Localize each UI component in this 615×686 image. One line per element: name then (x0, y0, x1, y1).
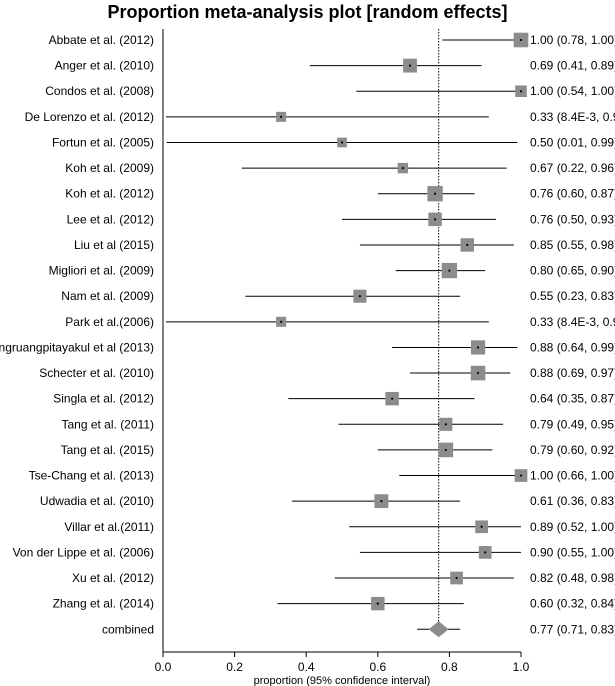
ci-value-label: 0.88 (0.64, 0.99) (530, 340, 615, 354)
study-label: Liu et al (2015) (74, 238, 154, 252)
ci-value-label: 0.89 (0.52, 1.00) (530, 520, 615, 534)
ci-value-label: 0.33 (8.4E-3, 0.91) (530, 315, 615, 329)
ci-value-label: 1.00 (0.66, 1.00) (530, 469, 615, 483)
ci-value-label: 0.55 (0.23, 0.83) (530, 289, 615, 303)
study-label: Fortun et al. (2005) (52, 135, 154, 149)
study-point (358, 295, 361, 298)
combined-label: combined (102, 622, 154, 636)
study-point (480, 525, 483, 528)
study-label: Singla et al. (2012) (53, 392, 154, 406)
ci-value-label: 0.82 (0.48, 0.98) (530, 571, 615, 585)
study-point (519, 474, 523, 477)
ci-value-label: 0.61 (0.36, 0.83) (530, 494, 615, 508)
study-label: Lee et al. (2012) (67, 212, 154, 226)
ci-value-label: 0.69 (0.41, 0.89) (530, 59, 615, 73)
ci-value-label: 0.79 (0.60, 0.92) (530, 443, 615, 457)
study-point (444, 448, 447, 452)
study-label: De Lorenzo et al. (2012) (25, 110, 154, 124)
study-point (433, 192, 437, 195)
x-tick-label: 0.4 (298, 660, 315, 674)
study-point (391, 397, 394, 400)
study-point (444, 423, 447, 426)
study-label: Koh et al. (2012) (65, 187, 154, 201)
study-label: Roongruangpitayakul et al (2013) (0, 340, 154, 354)
study-point (455, 576, 458, 580)
ci-value-label: 0.80 (0.65, 0.90) (530, 264, 615, 278)
x-tick-label: 1.0 (513, 660, 530, 674)
ci-value-label: 0.76 (0.60, 0.87) (530, 187, 615, 201)
study-label: Anger et al. (2010) (55, 59, 154, 73)
study-point (476, 346, 480, 349)
study-label: Udwadia et al. (2010) (40, 494, 154, 508)
ci-value-label: 0.60 (0.32, 0.84) (530, 597, 615, 611)
study-label: Von der Lippe et al. (2006) (13, 545, 154, 559)
study-label: Xu et al. (2012) (72, 571, 154, 585)
ci-value-label: 0.79 (0.49, 0.95) (530, 417, 615, 431)
study-label: Condos et al. (2008) (45, 84, 154, 98)
study-label: Nam et al. (2009) (61, 289, 154, 303)
study-point (448, 269, 451, 272)
x-tick-label: 0.6 (369, 660, 386, 674)
study-point (280, 320, 283, 323)
combined-diamond (428, 621, 449, 638)
study-point (340, 141, 344, 144)
study-label: Migliori et al. (2009) (49, 264, 154, 278)
study-label: Schecter et al. (2010) (39, 366, 154, 380)
study-label: Tang et al. (2011) (61, 417, 154, 431)
ci-value-label: 0.33 (8.4E-3, 0.91) (530, 110, 615, 124)
ci-value-label: 0.90 (0.55, 1.00) (530, 545, 615, 559)
study-point (519, 90, 523, 93)
study-label: Tang et al. (2015) (61, 443, 154, 457)
ci-value-label: 0.64 (0.35, 0.87) (530, 392, 615, 406)
study-point (401, 167, 404, 170)
study-point (466, 243, 469, 247)
x-tick-label: 0.8 (441, 660, 458, 674)
ci-value-label: 0.76 (0.50, 0.93) (530, 212, 615, 226)
study-point (476, 371, 480, 375)
ci-value-label: 0.50 (0.01, 0.99) (530, 135, 615, 149)
study-label: Tse-Chang et al. (2013) (29, 469, 154, 483)
ci-value-label: 0.67 (0.22, 0.96) (530, 161, 615, 175)
study-point (484, 551, 487, 554)
study-point (408, 64, 412, 67)
study-label: Abbate et al. (2012) (49, 33, 154, 47)
study-label: Park et al.(2006) (65, 315, 154, 329)
ci-value-label: 1.00 (0.78, 1.00) (530, 33, 615, 47)
ci-value-label: 0.85 (0.55, 0.98) (530, 238, 615, 252)
study-label: Zhang et al. (2014) (53, 597, 154, 611)
study-point (519, 38, 523, 42)
study-point (380, 500, 383, 503)
ci-value-label: 0.88 (0.69, 0.97) (530, 366, 615, 380)
x-tick-label: 0.2 (226, 660, 243, 674)
ci-value-label: 1.00 (0.54, 1.00) (530, 84, 615, 98)
chart-title: Proportion meta-analysis plot [random ef… (107, 2, 508, 22)
study-label: Koh et al. (2009) (65, 161, 154, 175)
study-point (280, 115, 283, 118)
study-point (433, 218, 437, 221)
study-label: Villar et al.(2011) (64, 520, 154, 534)
combined-value-label: 0.77 (0.71, 0.83) (530, 622, 615, 636)
study-point (376, 602, 379, 605)
x-tick-label: 0.0 (155, 660, 172, 674)
x-axis-title: proportion (95% confidence interval) (254, 675, 431, 686)
